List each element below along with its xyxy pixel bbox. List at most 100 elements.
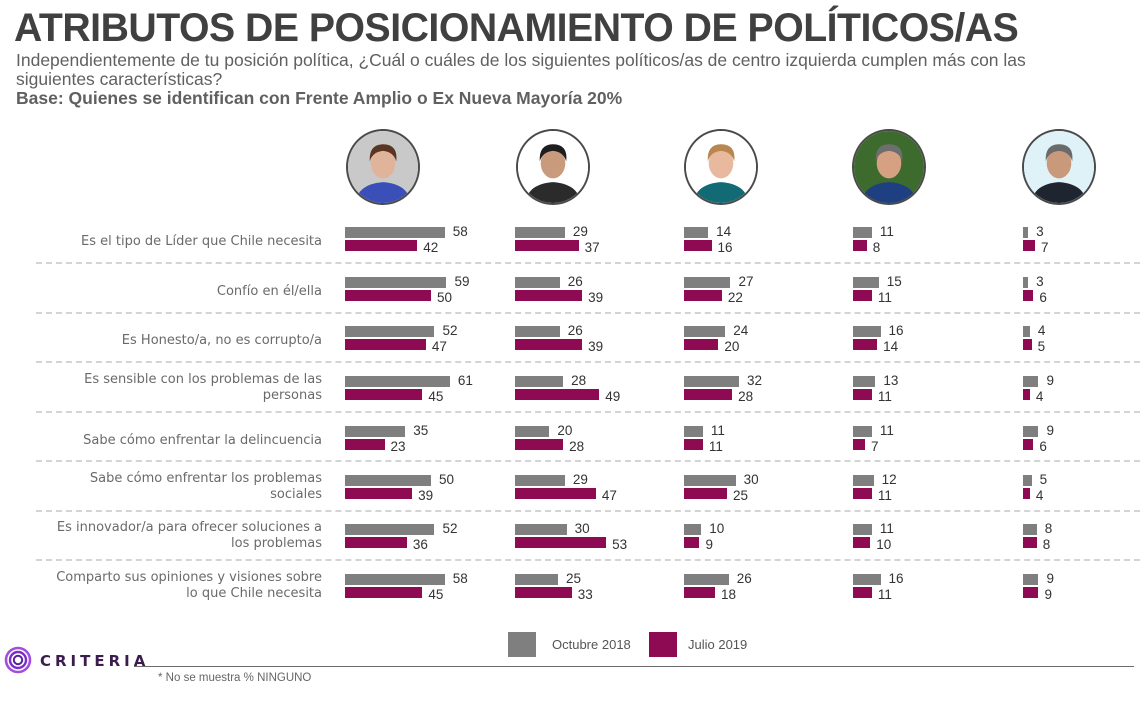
category-label-line: Confío en él/ella: [216, 284, 322, 299]
data-label-oct-politician-2-row-8: 25: [566, 571, 582, 586]
data-label-jul-politician-1-row-8: 45: [428, 587, 444, 602]
bar-jul-politician-5-row-7: [1023, 537, 1037, 548]
data-label-oct-politician-4-row-3: 16: [888, 323, 904, 338]
page-title: ATRIBUTOS DE POSICIONAMIENTO DE POLÍTICO…: [14, 6, 1019, 50]
legend-label-julio-2019: Julio 2019: [688, 637, 748, 652]
row-divider: [36, 361, 1140, 363]
category-label-line: personas: [262, 388, 322, 403]
bar-oct-politician-2-row-1: [515, 227, 565, 238]
category-label-es-el-tipo-de-lider-que-chile-necesita: Es el tipo de Líder que Chile necesita: [2, 234, 322, 250]
bar-jul-politician-4-row-1: [853, 240, 867, 251]
category-label-line: los problemas: [231, 536, 322, 551]
bar-oct-politician-4-row-2: [853, 277, 879, 288]
bar-jul-politician-2-row-2: [515, 290, 583, 301]
data-label-jul-politician-1-row-1: 42: [423, 240, 439, 255]
bar-jul-politician-5-row-8: [1023, 587, 1039, 598]
bar-oct-politician-4-row-5: [853, 426, 872, 437]
category-label-line: Es innovador/a para ofrecer soluciones a: [56, 520, 322, 535]
row-divider: [36, 312, 1140, 314]
data-label-jul-politician-2-row-7: 53: [612, 537, 628, 552]
bar-jul-politician-1-row-7: [345, 537, 407, 548]
category-label-comparto-sus-opiniones-y-visiones-sobre-lo-que-chile-necesita: Comparto sus opiniones y visiones sobre l…: [2, 570, 322, 602]
data-label-jul-politician-4-row-5: 7: [871, 439, 879, 454]
data-label-oct-politician-3-row-7: 10: [709, 521, 725, 536]
footnote: * No se muestra % NINGUNO: [158, 672, 312, 684]
legend-swatch-octubre-2018: [508, 632, 536, 657]
data-label-jul-politician-4-row-2: 11: [877, 290, 892, 305]
data-label-jul-politician-1-row-2: 50: [437, 290, 453, 305]
bar-jul-politician-3-row-1: [684, 240, 712, 251]
data-label-oct-politician-4-row-5: 11: [879, 423, 894, 438]
bar-oct-politician-2-row-4: [515, 376, 564, 387]
bar-oct-politician-1-row-6: [345, 475, 431, 486]
data-label-oct-politician-3-row-1: 14: [716, 224, 732, 239]
bar-oct-politician-2-row-2: [515, 277, 560, 288]
bar-oct-politician-1-row-3: [345, 326, 435, 337]
data-label-jul-politician-5-row-8: 9: [1044, 587, 1052, 602]
row-divider: [36, 510, 1140, 512]
bar-oct-politician-1-row-2: [345, 277, 447, 288]
politician-5-photo: [1022, 129, 1096, 205]
data-label-jul-politician-2-row-6: 47: [601, 488, 617, 503]
person-portrait-icon: [686, 131, 756, 203]
bar-jul-politician-5-row-3: [1023, 339, 1032, 350]
data-label-oct-politician-5-row-2: 3: [1036, 274, 1044, 289]
category-label-line: lo que Chile necesita: [186, 586, 322, 601]
data-label-jul-politician-2-row-8: 33: [577, 587, 593, 602]
category-label-line: sociales: [270, 487, 322, 502]
data-label-oct-politician-1-row-4: 61: [457, 373, 473, 388]
data-label-jul-politician-2-row-4: 49: [605, 389, 621, 404]
bar-jul-politician-2-row-6: [515, 488, 596, 499]
data-label-jul-politician-5-row-3: 5: [1037, 339, 1046, 354]
data-label-jul-politician-5-row-6: 4: [1035, 488, 1044, 503]
bar-oct-politician-5-row-6: [1023, 475, 1032, 486]
category-label-line: Es sensible con los problemas de las: [84, 372, 322, 387]
bar-jul-politician-4-row-4: [853, 389, 872, 400]
bar-oct-politician-4-row-4: [853, 376, 876, 387]
data-label-oct-politician-5-row-4: 9: [1046, 373, 1054, 388]
bar-oct-politician-3-row-3: [684, 326, 726, 337]
data-label-jul-politician-5-row-2: 6: [1039, 290, 1047, 305]
bar-jul-politician-2-row-1: [515, 240, 579, 251]
category-label-line: Comparto sus opiniones y visiones sobre: [56, 570, 322, 585]
bar-oct-politician-3-row-5: [684, 426, 703, 437]
bar-jul-politician-5-row-1: [1023, 240, 1036, 251]
data-label-oct-politician-4-row-1: 11: [879, 224, 894, 239]
bar-oct-politician-4-row-1: [853, 227, 872, 238]
data-label-jul-politician-5-row-1: 7: [1041, 240, 1049, 255]
data-label-oct-politician-3-row-5: 11: [710, 423, 725, 438]
data-label-jul-politician-2-row-2: 39: [588, 290, 604, 305]
data-label-jul-politician-3-row-3: 20: [724, 339, 740, 354]
data-label-jul-politician-1-row-6: 39: [418, 488, 434, 503]
bar-oct-politician-4-row-7: [853, 524, 872, 535]
bar-oct-politician-1-row-5: [345, 426, 406, 437]
data-label-jul-politician-3-row-5: 11: [708, 439, 723, 454]
bar-jul-politician-5-row-2: [1023, 290, 1034, 301]
bar-oct-politician-4-row-8: [853, 574, 881, 585]
footer-divider: [134, 666, 1134, 667]
data-label-oct-politician-3-row-2: 27: [738, 274, 754, 289]
data-label-jul-politician-3-row-4: 28: [738, 389, 754, 404]
bar-jul-politician-1-row-3: [345, 339, 426, 350]
row-divider: [36, 460, 1140, 462]
bar-jul-politician-4-row-2: [853, 290, 872, 301]
legend-label-octubre-2018: Octubre 2018: [552, 637, 631, 652]
data-label-oct-politician-2-row-7: 30: [574, 521, 590, 536]
data-label-jul-politician-4-row-7: 10: [876, 537, 892, 552]
bar-oct-politician-2-row-7: [515, 524, 567, 535]
politician-1-photo: [346, 129, 420, 205]
bar-jul-politician-1-row-8: [345, 587, 423, 598]
bar-jul-politician-5-row-5: [1023, 439, 1034, 450]
bar-oct-politician-2-row-6: [515, 475, 565, 486]
data-label-oct-politician-3-row-8: 26: [736, 571, 752, 586]
bar-jul-politician-4-row-6: [853, 488, 872, 499]
question-subtitle: Independientemente de tu posición políti…: [16, 50, 1026, 89]
bar-jul-politician-5-row-4: [1023, 389, 1030, 400]
data-label-oct-politician-5-row-5: 9: [1046, 423, 1054, 438]
data-label-jul-politician-5-row-4: 4: [1035, 389, 1044, 404]
bar-jul-politician-1-row-2: [345, 290, 431, 301]
bar-jul-politician-3-row-7: [684, 537, 700, 548]
data-label-oct-politician-1-row-3: 52: [442, 323, 458, 338]
data-label-jul-politician-4-row-6: 11: [877, 488, 892, 503]
bar-jul-politician-3-row-3: [684, 339, 719, 350]
